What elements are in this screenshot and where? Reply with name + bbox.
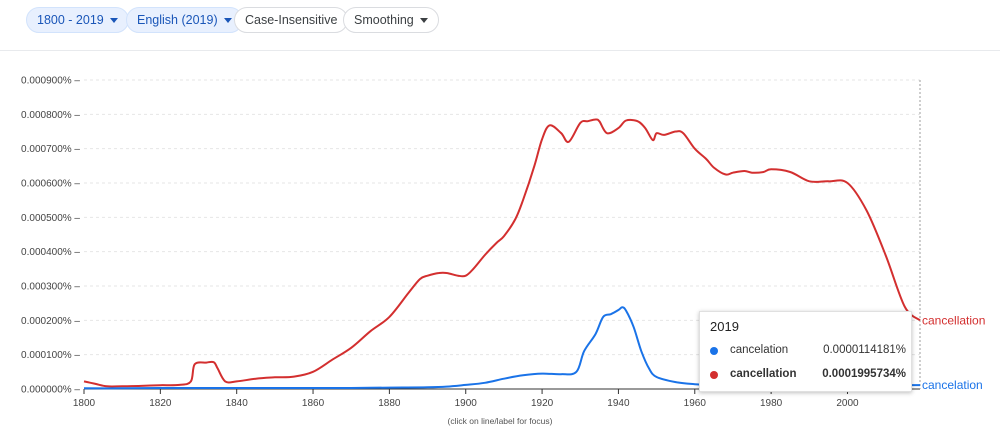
y-tick-label: 0.000400% – [21,247,80,258]
x-tick-label: 1840 [226,398,249,409]
x-tick-label: 1940 [607,398,630,409]
case-label: Case-Insensitive [245,13,338,27]
series-label-cancelation[interactable]: cancelation [922,378,983,392]
smoothing-label: Smoothing [354,13,414,27]
x-tick-label: 1800 [73,398,96,409]
y-tick-label: 0.000100% – [21,350,80,361]
chevron-down-icon [223,17,232,23]
smoothing-dropdown[interactable]: Smoothing [343,7,439,33]
x-axis-ticks: 1800 1820 1840 1860 1880 1900 1920 1940 1960 1980… [73,389,859,409]
ngram-chart: 0.000000% – 0.000100% – 0.000200% – 0.00030… [21,76,985,427]
x-tick-label: 1880 [378,398,401,409]
series-end-labels: cancellation cancelation [922,313,985,392]
tooltip-row-cancellation: cancellation 0.0001995734% [710,367,906,383]
chart-footnote: (click on line/label for focus) [448,416,553,426]
tooltip-row-cancelation: cancelation 0.0000114181% [710,343,906,359]
tooltip-value: 0.0000114181% [823,344,906,356]
year-range-dropdown[interactable]: 1800 - 2019 [26,7,129,33]
y-tick-label: 0.000700% – [21,144,80,155]
y-axis-ticks: 0.000000% – 0.000100% – 0.000200% – 0.00030… [21,76,80,396]
y-tick-label: 0.000800% – [21,110,80,121]
x-tick-label: 1960 [684,398,707,409]
x-tick-label: 1900 [455,398,478,409]
tooltip-term: cancellation [730,368,797,380]
series-label-cancellation[interactable]: cancellation [922,313,985,327]
year-range-label: 1800 - 2019 [37,13,104,27]
y-tick-label: 0.000900% – [21,76,80,87]
x-tick-label: 1860 [302,398,325,409]
corpus-dropdown[interactable]: English (2019) [126,7,243,33]
y-tick-label: 0.000200% – [21,316,80,327]
y-tick-label: 0.000000% – [21,385,80,396]
x-tick-label: 2000 [836,398,859,409]
x-tick-label: 1980 [760,398,783,409]
toolbar: 1800 - 2019 English (2019) Case-Insensit… [0,0,1000,51]
hover-tooltip: 2019 cancelation 0.0000114181% cancellat… [699,311,912,392]
series-color-dot [710,371,718,379]
y-tick-label: 0.000500% – [21,213,80,224]
corpus-label: English (2019) [137,13,218,27]
y-tick-label: 0.000300% – [21,282,80,293]
x-tick-label: 1820 [149,398,172,409]
chevron-down-icon [109,17,118,23]
chevron-down-icon [419,17,428,23]
case-insensitive-toggle[interactable]: Case-Insensitive [234,7,349,33]
tooltip-value: 0.0001995734% [822,368,906,380]
series-line-cancellation[interactable] [83,118,921,388]
y-tick-label: 0.000600% – [21,179,80,190]
tooltip-term: cancelation [730,344,789,356]
x-tick-label: 1920 [531,398,554,409]
series-color-dot [710,347,718,355]
tooltip-year: 2019 [710,319,739,334]
